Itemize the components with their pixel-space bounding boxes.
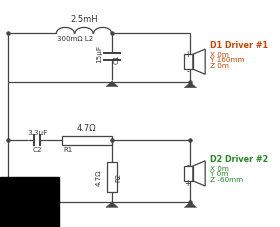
Text: R2: R2 — [115, 173, 121, 182]
Polygon shape — [184, 83, 197, 88]
Text: X 0m: X 0m — [210, 52, 229, 57]
Bar — [62, 136, 112, 145]
Text: +: + — [185, 49, 191, 58]
Text: 2.5mH: 2.5mH — [70, 15, 98, 24]
Text: X 0m: X 0m — [210, 165, 229, 171]
Text: 15μF: 15μF — [96, 45, 102, 63]
Bar — [184, 166, 193, 181]
Text: R1: R1 — [63, 146, 72, 152]
Text: 3.3μF: 3.3μF — [27, 129, 47, 135]
Polygon shape — [106, 82, 118, 87]
Text: Y 160mm: Y 160mm — [210, 57, 244, 63]
Polygon shape — [106, 202, 118, 207]
Text: 4.7Ω: 4.7Ω — [95, 169, 102, 185]
Text: +: + — [185, 178, 191, 187]
Text: -: - — [186, 160, 189, 170]
Text: D2 Driver #2: D2 Driver #2 — [210, 154, 268, 163]
Text: Y 0m: Y 0m — [210, 171, 228, 177]
Bar — [0, 177, 59, 227]
Text: 300mΩ L2: 300mΩ L2 — [57, 36, 94, 42]
Text: C2: C2 — [32, 146, 42, 152]
Text: D1 Driver #1: D1 Driver #1 — [210, 41, 268, 50]
Polygon shape — [184, 202, 197, 207]
Text: C1: C1 — [114, 54, 120, 63]
Bar — [184, 55, 193, 70]
Text: -: - — [186, 67, 189, 76]
Text: Z -60mm: Z -60mm — [210, 176, 243, 182]
Bar — [107, 162, 117, 192]
Text: Z 0m: Z 0m — [210, 63, 229, 69]
Text: 4.7Ω: 4.7Ω — [77, 124, 97, 133]
